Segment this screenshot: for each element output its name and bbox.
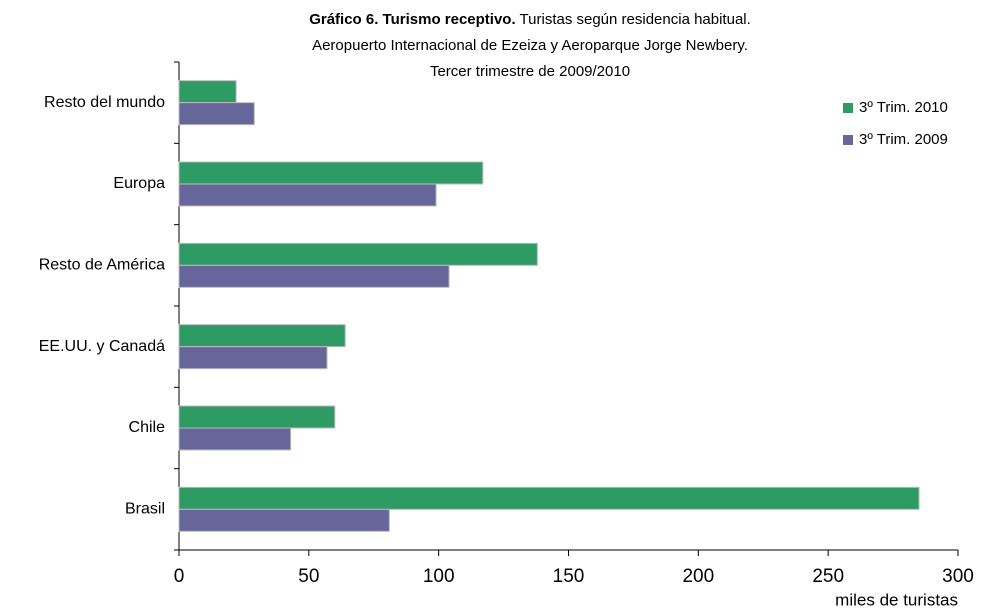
bar [178,427,292,451]
y-tick-label: Brasil [125,501,165,518]
bar [178,486,920,510]
chart-title: Gráfico 6. Turismo receptivo. Turistas s… [309,11,751,28]
y-tick-label: Resto de América [39,257,165,274]
y-tick-label: Chile [129,419,166,436]
x-tick-label: 50 [298,566,319,587]
subtitle: Tercer trimestre de 2009/2010 [430,63,630,80]
x-tick-label: 150 [553,566,585,587]
bar [178,80,237,104]
y-tick-label: Europa [113,175,165,192]
x-tick-label: 300 [942,566,974,587]
bar [178,324,346,348]
legend-swatch [843,135,853,145]
title-bold: Gráfico 6. Turismo receptivo. [309,11,515,28]
y-tick-label: Resto del mundo [44,94,165,111]
x-tick-label: 250 [812,566,844,587]
subtitle: Aeropuerto Internacional de Ezeiza y Aer… [312,37,748,54]
legend-label: 3º Trim. 2009 [859,131,948,148]
bar [178,242,538,266]
title: Turistas según residencia habitual. [520,11,751,28]
x-tick-label: 100 [423,566,455,587]
x-tick-label: 200 [682,566,714,587]
bar [178,346,328,370]
legend-label: 3º Trim. 2010 [859,99,948,116]
x-axis-label: miles de turistas [835,590,958,609]
bar [178,183,437,207]
bar [178,508,390,532]
x-tick-label: 0 [174,566,185,587]
legend-swatch [843,103,853,113]
bar [178,264,450,288]
bar [178,161,484,185]
bar [178,405,336,429]
y-tick-label: EE.UU. y Canadá [39,338,165,355]
bar [178,102,255,126]
